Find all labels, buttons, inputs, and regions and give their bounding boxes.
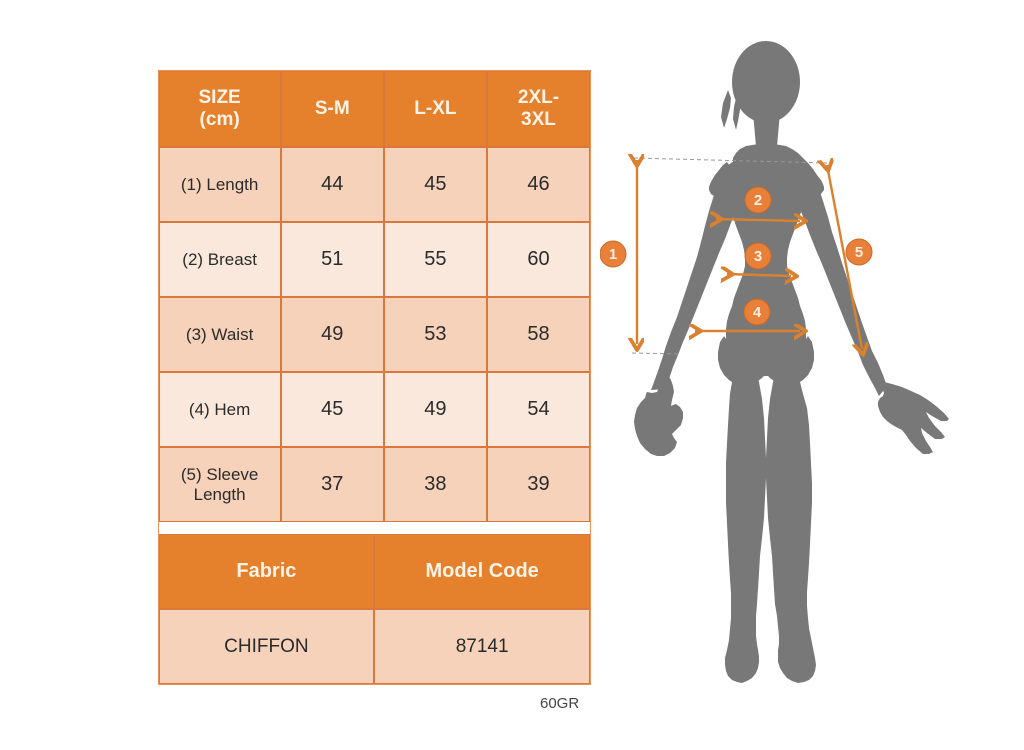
svg-text:3: 3 [754,248,762,265]
svg-text:5: 5 [855,244,863,261]
svg-text:4: 4 [753,304,762,321]
svg-text:1: 1 [609,246,617,263]
svg-text:2: 2 [754,192,762,209]
